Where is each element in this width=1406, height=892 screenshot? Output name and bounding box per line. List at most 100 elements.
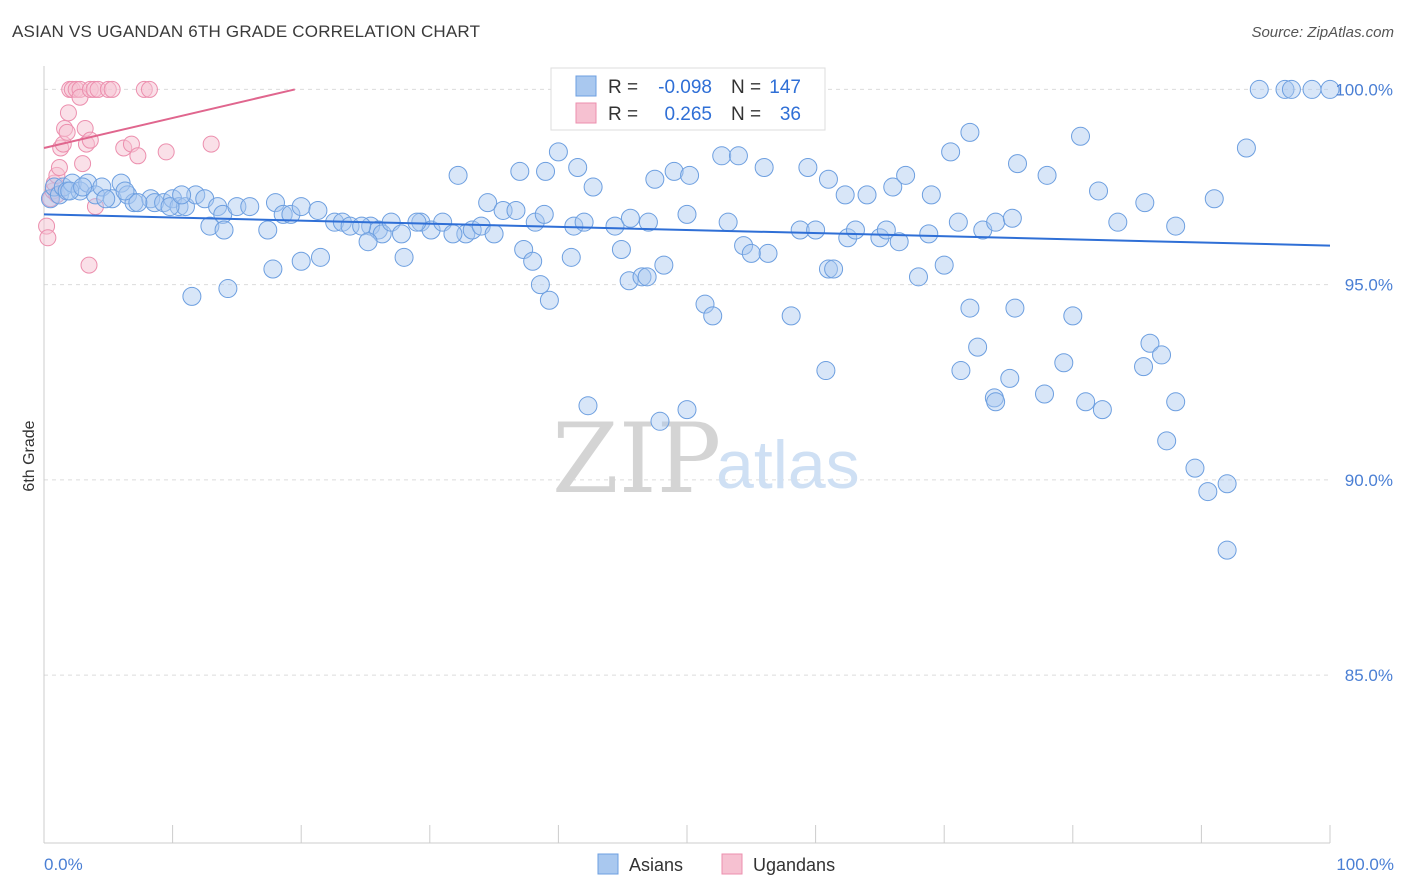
asian-point-95 bbox=[870, 228, 890, 248]
asian-point-130 bbox=[677, 400, 697, 420]
asian-point-138 bbox=[536, 161, 556, 181]
asian-point-62 bbox=[214, 220, 234, 240]
asian-point-121 bbox=[1152, 345, 1172, 365]
asian-point-72 bbox=[523, 251, 543, 271]
legend-ugandan-swatch bbox=[721, 853, 743, 875]
asian-point-88 bbox=[781, 306, 801, 326]
asian-point-82 bbox=[695, 294, 715, 314]
ugandan-point-21 bbox=[81, 131, 99, 149]
asian-point-118 bbox=[1134, 357, 1154, 377]
ugandan-point-7 bbox=[50, 159, 68, 177]
asian-point-114 bbox=[1063, 306, 1083, 326]
asian-point-67 bbox=[407, 212, 427, 232]
asian-point-113 bbox=[1054, 353, 1074, 373]
asian-point-154 bbox=[921, 185, 941, 205]
asian-point-164 bbox=[1249, 79, 1269, 99]
asian-point-129 bbox=[650, 411, 670, 431]
asian-point-80 bbox=[654, 255, 674, 275]
ugandan-point-12 bbox=[59, 104, 77, 122]
asian-point-61 bbox=[200, 216, 220, 236]
ugandan-point-32 bbox=[140, 80, 158, 98]
asian-n-label: N = bbox=[731, 77, 761, 98]
ugandan-point-18 bbox=[74, 155, 92, 173]
asian-point-20 bbox=[186, 185, 206, 205]
ugandan-point-27 bbox=[103, 80, 121, 98]
asian-point-97 bbox=[889, 232, 909, 252]
y-tick-label-0: 100.0% bbox=[1335, 80, 1393, 99]
asian-point-57 bbox=[115, 181, 135, 201]
asian-point-149 bbox=[818, 169, 838, 189]
asian-point-112 bbox=[1035, 384, 1055, 404]
stats-box-frame bbox=[550, 67, 826, 131]
legend-ugandan-label: Ugandans bbox=[753, 855, 835, 875]
asian-point-124 bbox=[1217, 474, 1237, 494]
asian-point-136 bbox=[448, 165, 468, 185]
asian-trend-line bbox=[43, 213, 1331, 247]
stats-box: R = -0.098 N = 147 R = 0.265 N = 36 bbox=[550, 67, 826, 131]
asian-point-128 bbox=[578, 396, 598, 416]
ugandan-n-value: 36 bbox=[780, 104, 801, 125]
asian-point-30 bbox=[308, 200, 328, 220]
asian-point-140 bbox=[568, 158, 588, 178]
asian-point-28 bbox=[281, 204, 301, 224]
asian-point-85 bbox=[734, 236, 754, 256]
asian-point-111 bbox=[1000, 368, 1020, 388]
ugandan-point-1 bbox=[39, 229, 57, 247]
asian-point-68 bbox=[443, 224, 463, 244]
ugandan-point-30 bbox=[129, 147, 147, 165]
asian-point-127 bbox=[816, 361, 836, 381]
asian-point-52 bbox=[620, 208, 640, 228]
asian-point-102 bbox=[960, 298, 980, 318]
source-credit: Source: ZipAtlas.com bbox=[1251, 24, 1394, 41]
ugandan-r-value: 0.265 bbox=[664, 104, 712, 125]
asian-r-label: R = bbox=[608, 77, 638, 98]
asian-point-104 bbox=[986, 212, 1006, 232]
asian-point-87 bbox=[741, 243, 761, 263]
asian-point-84 bbox=[718, 212, 738, 232]
asian-point-60 bbox=[172, 185, 192, 205]
asian-point-54 bbox=[60, 181, 80, 201]
asian-point-66 bbox=[394, 247, 414, 267]
asian-point-139 bbox=[548, 142, 568, 162]
asian-point-101 bbox=[948, 212, 968, 232]
y-tick-label-2: 90.0% bbox=[1345, 471, 1393, 490]
asian-point-126 bbox=[1217, 540, 1237, 560]
ugandan-point-11 bbox=[58, 123, 76, 141]
legend-asian-label: Asians bbox=[629, 855, 683, 875]
asian-point-134 bbox=[182, 286, 202, 306]
ugandan-n-label: N = bbox=[731, 104, 761, 125]
asian-points bbox=[40, 79, 1340, 560]
asian-point-53 bbox=[638, 212, 658, 232]
chart-title: ASIAN VS UGANDAN 6TH GRADE CORRELATION C… bbox=[12, 22, 481, 41]
legend-asian-swatch bbox=[597, 853, 619, 875]
asian-point-94 bbox=[845, 220, 865, 240]
asian-point-38 bbox=[392, 224, 412, 244]
ugandan-point-33 bbox=[157, 143, 175, 161]
asian-point-120 bbox=[1140, 333, 1160, 353]
asian-point-167 bbox=[1302, 79, 1322, 99]
asian-point-92 bbox=[824, 259, 844, 279]
asian-point-48 bbox=[534, 204, 554, 224]
asian-point-64 bbox=[310, 247, 330, 267]
asian-point-14 bbox=[141, 189, 161, 209]
asian-point-115 bbox=[1076, 392, 1096, 412]
asian-point-150 bbox=[835, 185, 855, 205]
asian-point-99 bbox=[919, 224, 939, 244]
y-tick-label-1: 95.0% bbox=[1345, 276, 1393, 295]
asian-point-27 bbox=[273, 204, 293, 224]
asian-point-7 bbox=[78, 173, 98, 193]
asian-point-162 bbox=[1166, 216, 1186, 236]
asian-point-83 bbox=[703, 306, 723, 326]
asian-point-163 bbox=[1204, 189, 1224, 209]
asian-point-135 bbox=[263, 259, 283, 279]
y-tick-label-3: 85.0% bbox=[1345, 666, 1393, 685]
asian-point-123 bbox=[1185, 458, 1205, 478]
asian-point-157 bbox=[1008, 154, 1028, 174]
asian-point-159 bbox=[1071, 126, 1091, 146]
legend: Asians Ugandans bbox=[597, 853, 835, 875]
asian-point-46 bbox=[506, 200, 526, 220]
ugandan-swatch bbox=[575, 102, 597, 124]
asian-point-29 bbox=[291, 197, 311, 217]
asian-point-165 bbox=[1275, 79, 1295, 99]
ugandan-points bbox=[38, 80, 220, 274]
